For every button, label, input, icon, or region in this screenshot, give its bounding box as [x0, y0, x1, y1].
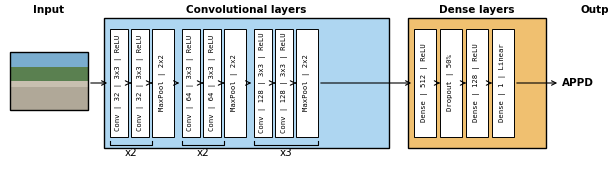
- Bar: [440, 29, 462, 137]
- Bar: [408, 18, 546, 148]
- Bar: [110, 29, 128, 137]
- Text: Dense | 128 | ReLU: Dense | 128 | ReLU: [474, 44, 480, 122]
- Bar: [10, 65, 88, 81]
- Text: Conv | 128 | 3x3 | ReLU: Conv | 128 | 3x3 | ReLU: [280, 33, 288, 133]
- Text: MaxPool | 2x2: MaxPool | 2x2: [303, 55, 311, 111]
- Text: Dense | 1 | Linear: Dense | 1 | Linear: [500, 44, 506, 122]
- Bar: [203, 29, 221, 137]
- Bar: [182, 29, 200, 137]
- Text: x3: x3: [280, 148, 292, 158]
- Bar: [224, 29, 246, 137]
- Text: x2: x2: [196, 148, 209, 158]
- Text: Dropout | 50%: Dropout | 50%: [447, 55, 455, 111]
- Bar: [131, 29, 149, 137]
- Text: Input: Input: [33, 5, 64, 15]
- Text: APPD: APPD: [562, 78, 594, 88]
- Text: MaxPool | 2x2: MaxPool | 2x2: [159, 55, 167, 111]
- Bar: [104, 18, 389, 148]
- Text: Conv | 32 | 3x3 | ReLU: Conv | 32 | 3x3 | ReLU: [137, 35, 143, 131]
- Text: Convolutional layers: Convolutional layers: [186, 5, 306, 15]
- Bar: [10, 52, 88, 110]
- Text: Conv | 128 | 3x3 | ReLU: Conv | 128 | 3x3 | ReLU: [260, 33, 266, 133]
- Text: MaxPool | 2x2: MaxPool | 2x2: [232, 55, 238, 111]
- Text: Output: Output: [581, 5, 608, 15]
- Bar: [492, 29, 514, 137]
- Bar: [414, 29, 436, 137]
- Bar: [275, 29, 293, 137]
- Bar: [10, 52, 88, 61]
- Bar: [10, 52, 88, 66]
- Text: Dense | 512 | ReLU: Dense | 512 | ReLU: [421, 44, 429, 122]
- Text: Dense layers: Dense layers: [439, 5, 515, 15]
- Bar: [152, 29, 174, 137]
- Bar: [10, 68, 88, 87]
- Bar: [296, 29, 318, 137]
- Text: x2: x2: [125, 148, 137, 158]
- Text: Conv | 64 | 3x3 | ReLU: Conv | 64 | 3x3 | ReLU: [187, 35, 195, 131]
- Text: Conv | 64 | 3x3 | ReLU: Conv | 64 | 3x3 | ReLU: [209, 35, 215, 131]
- Text: Conv | 32 | 3x3 | ReLU: Conv | 32 | 3x3 | ReLU: [116, 35, 122, 131]
- Bar: [10, 52, 88, 110]
- Bar: [254, 29, 272, 137]
- Bar: [466, 29, 488, 137]
